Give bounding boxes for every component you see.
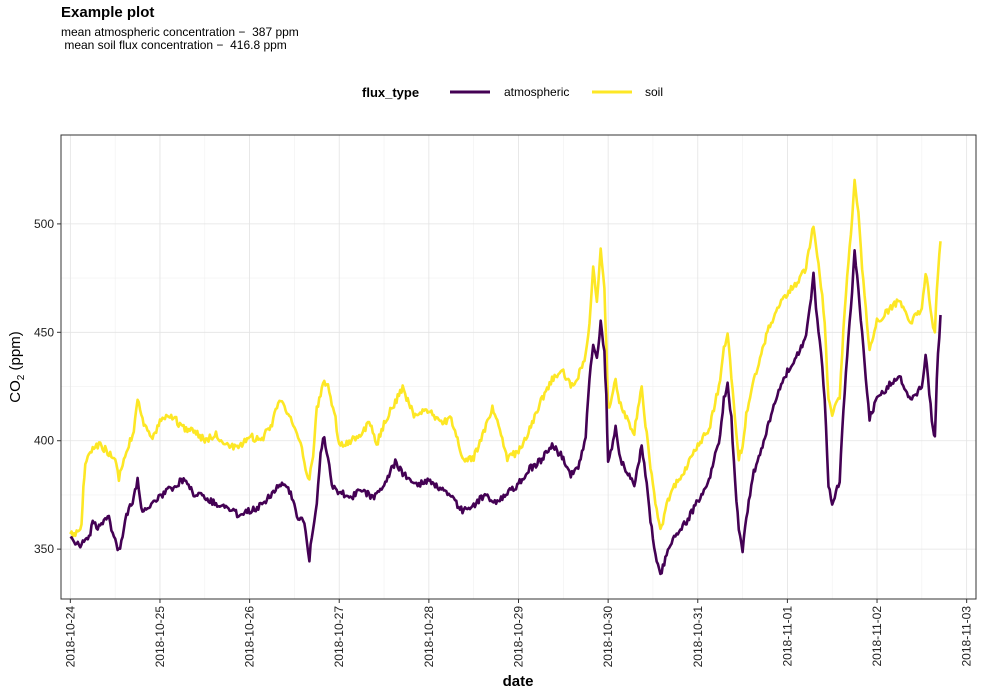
x-tick-label: 2018-10-25 <box>153 606 167 668</box>
subtitle-line-atmospheric: mean atmospheric concentration − 387 ppm <box>61 25 299 39</box>
x-tick-label: 2018-10-31 <box>691 606 705 668</box>
legend-label-soil: soil <box>645 85 663 99</box>
y-axis-title-subscript: 2 <box>16 374 27 380</box>
series-line-atmospheric <box>69 249 942 576</box>
y-tick-label: 350 <box>34 542 54 556</box>
legend: flux_type atmospheric soil <box>362 85 663 100</box>
x-tick-label: 2018-10-29 <box>512 606 526 668</box>
x-tick-label: 2018-10-24 <box>63 606 77 668</box>
y-axis-title: CO2 (ppm) <box>7 331 27 402</box>
series-layer <box>69 178 942 576</box>
chart-title: Example plot <box>61 4 155 21</box>
x-tick-label: 2018-11-03 <box>960 606 974 667</box>
series-line-soil <box>69 178 942 538</box>
x-tick-label: 2018-10-27 <box>332 606 346 668</box>
chart-subtitle: mean atmospheric concentration − 387 ppm… <box>61 26 299 52</box>
y-axis-title-main: CO <box>7 380 24 403</box>
subtitle-line-soil: mean soil flux concentration − 416.8 ppm <box>61 38 287 52</box>
axes: 2018-10-24 2018-10-25 2018-10-26 2018-10-27… <box>34 217 974 667</box>
x-tick-label: 2018-11-01 <box>780 606 794 667</box>
x-tick-label: 2018-10-28 <box>422 606 436 668</box>
y-tick-label: 400 <box>34 434 54 448</box>
y-axis-title-unit: (ppm) <box>7 331 24 374</box>
y-tick-label: 450 <box>34 325 54 339</box>
legend-title: flux_type <box>362 85 419 100</box>
x-tick-label: 2018-11-02 <box>870 606 884 667</box>
legend-label-atmospheric: atmospheric <box>504 85 569 99</box>
y-tick-label: 500 <box>34 217 54 231</box>
x-axis-title: date <box>503 673 534 690</box>
grid <box>61 135 976 599</box>
x-tick-label: 2018-10-26 <box>243 606 257 668</box>
x-tick-label: 2018-10-30 <box>601 606 615 668</box>
